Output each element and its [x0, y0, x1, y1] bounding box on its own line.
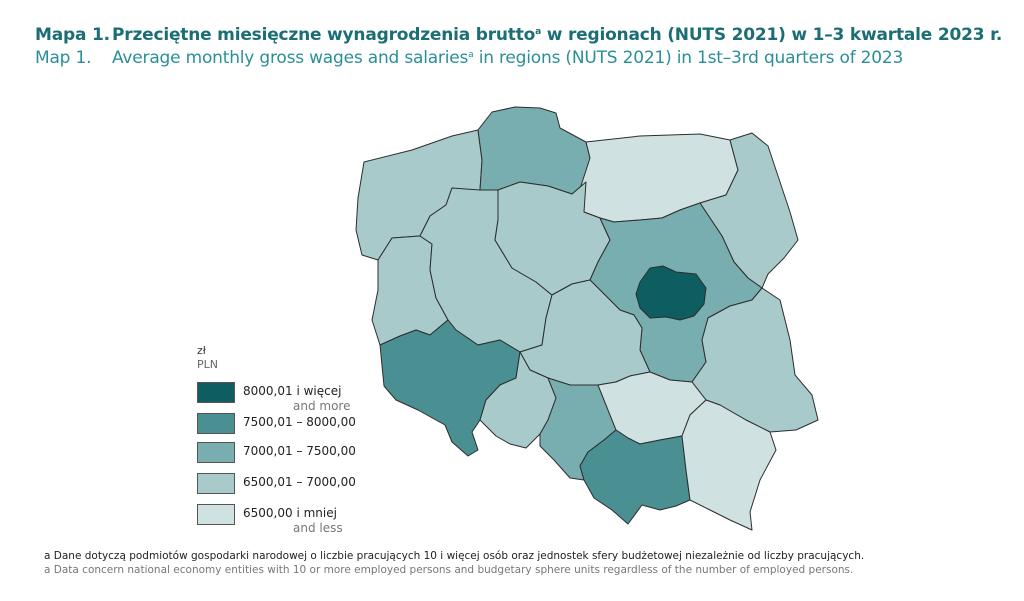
- legend-unit-en: PLN: [197, 358, 218, 371]
- legend-unit-pl: zł: [197, 344, 206, 357]
- footnote-marker: a: [535, 27, 542, 37]
- title-en-rest: in regions (NUTS 2021) in 1st–3rd quarte…: [473, 48, 904, 68]
- footnote-en: a Data concern national economy entities…: [44, 564, 854, 576]
- legend-label-en: and less: [293, 521, 343, 535]
- title-en-text: Average monthly gross wages and salaries: [112, 48, 469, 68]
- footnote-marker: a: [468, 50, 474, 60]
- title-pl-text: Przeciętne miesięczne wynagrodzenia brut…: [112, 25, 536, 45]
- legend-label-pl: 6500,01 – 7000,00: [243, 475, 356, 489]
- legend-swatch: [197, 473, 235, 494]
- legend-swatch: [197, 413, 235, 434]
- legend-swatch: [197, 504, 235, 525]
- legend-label-pl: 8000,01 i więcej: [243, 384, 342, 398]
- legend-label-pl: 7500,01 – 8000,00: [243, 415, 356, 429]
- title-pl-rest: w regionach (NUTS 2021) w 1–3 kwartale 2…: [541, 25, 1003, 45]
- legend-label-pl: 7000,01 – 7500,00: [243, 444, 356, 458]
- region-malopolskie[interactable]: [579, 429, 691, 525]
- legend-swatch: [197, 442, 235, 463]
- map-title-pl: Mapa 1. Przeciętne miesięczne wynagrodzen…: [35, 25, 1002, 45]
- map-title-en: Map 1. Average monthly gross wages and sa…: [35, 48, 903, 68]
- footnote-pl: a Dane dotyczą podmiotów gospodarki naro…: [44, 550, 865, 562]
- region-warszawski-stoleczny[interactable]: [635, 265, 707, 321]
- region-podkarpackie[interactable]: [681, 399, 777, 531]
- legend-label-pl: 6500,00 i mniej: [243, 506, 337, 520]
- legend-swatch: [197, 382, 235, 403]
- map-number-pl: Mapa 1.: [35, 25, 110, 45]
- legend-label-en: and more: [293, 399, 351, 413]
- region-opolskie[interactable]: [479, 351, 557, 449]
- map-number-en: Map 1.: [35, 48, 92, 68]
- region-pomorskie[interactable]: [477, 106, 591, 195]
